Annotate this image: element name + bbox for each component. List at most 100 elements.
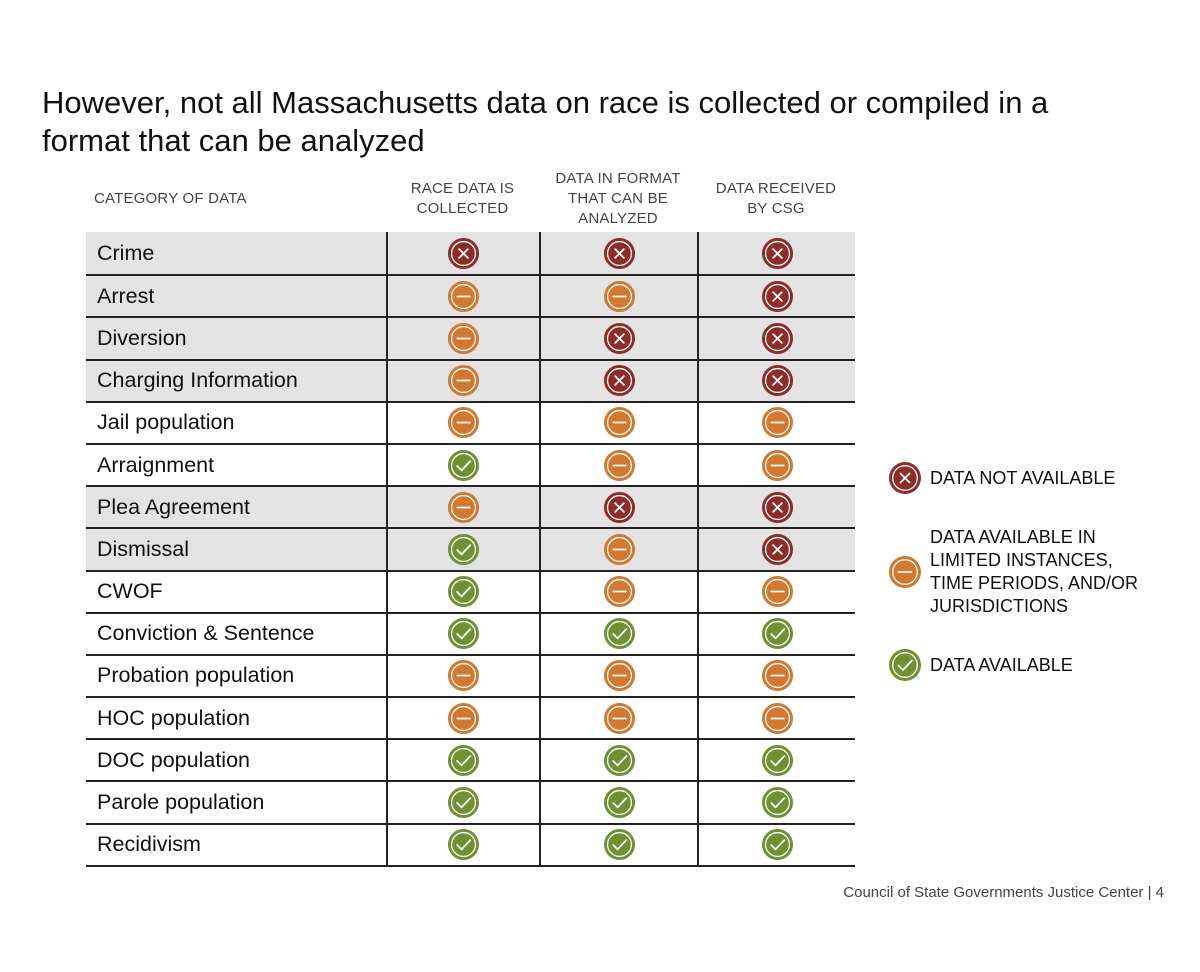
status-cell-received (697, 232, 855, 275)
minus-circle-icon (447, 322, 480, 355)
minus-circle-icon (761, 659, 794, 692)
status-cell-collected (386, 444, 539, 486)
minus-circle-icon (447, 491, 480, 524)
table-row: Parole population (86, 780, 855, 823)
minus-circle-icon (603, 533, 636, 566)
status-cell-received (697, 571, 855, 612)
status-cell-collected (386, 276, 539, 317)
minus-circle-icon (603, 406, 636, 439)
status-cell-collected (386, 613, 539, 654)
minus-circle-icon (447, 702, 480, 735)
status-cell-format (539, 571, 697, 612)
check-circle-icon (447, 449, 480, 482)
minus-circle-icon (603, 449, 636, 482)
minus-circle-icon (447, 406, 480, 439)
x-circle-icon (761, 491, 794, 524)
x-circle-icon (603, 491, 636, 524)
check-circle-icon (761, 617, 794, 650)
x-circle-icon (761, 280, 794, 313)
row-category: Recidivism (97, 832, 201, 857)
check-circle-icon (888, 648, 922, 682)
check-circle-icon (603, 828, 636, 861)
table-row: Recidivism (86, 822, 855, 865)
minus-circle-icon (603, 575, 636, 608)
status-cell-received (697, 360, 855, 401)
x-circle-icon (761, 237, 794, 270)
minus-circle-icon (603, 659, 636, 692)
minus-circle-icon (447, 280, 480, 313)
check-circle-icon (761, 786, 794, 819)
status-cell-received (697, 444, 855, 486)
row-category: Probation population (97, 663, 295, 688)
status-cell-received (697, 613, 855, 654)
status-cell-collected (386, 232, 539, 275)
check-circle-icon (447, 575, 480, 608)
legend-label-limited: DATA AVAILABLE IN LIMITED INSTANCES, TIM… (930, 527, 1139, 616)
minus-circle-icon (761, 702, 794, 735)
status-cell-collected (386, 402, 539, 443)
table-row: Plea Agreement (86, 485, 855, 528)
status-cell-format (539, 360, 697, 401)
status-cell-collected (386, 318, 539, 359)
minus-circle-icon (447, 659, 480, 692)
status-cell-format (539, 232, 697, 275)
table-row: DOC population (86, 738, 855, 781)
check-circle-icon (447, 828, 480, 861)
slide-title: However, not all Massachusetts data on r… (42, 85, 1049, 158)
check-circle-icon (447, 617, 480, 650)
check-circle-icon (447, 533, 480, 566)
table-row: Jail population (86, 400, 855, 443)
minus-circle-icon (603, 280, 636, 313)
footer-source: Council of State Governments Justice Cen… (843, 884, 1164, 901)
minus-circle-icon (447, 364, 480, 397)
status-cell-received (697, 740, 855, 781)
status-cell-received (697, 276, 855, 317)
check-circle-icon (761, 828, 794, 861)
status-cell-format (539, 613, 697, 654)
check-circle-icon (761, 744, 794, 777)
status-cell-received (697, 655, 855, 697)
status-cell-collected (386, 698, 539, 739)
legend-available: DATA AVAILABLE (888, 648, 1073, 682)
status-cell-collected (386, 529, 539, 570)
header-race-collected: RACE DATA IS COLLECTED (410, 180, 515, 217)
row-category: Diversion (86, 318, 386, 359)
status-cell-received (697, 529, 855, 570)
table-row: CWOF (86, 569, 855, 612)
status-cell-collected (386, 487, 539, 528)
row-category: CWOF (97, 579, 163, 604)
status-cell-collected (386, 655, 539, 697)
x-circle-icon (761, 533, 794, 566)
table-row: Crime (86, 232, 855, 275)
header-analyzable-format: DATA IN FORMAT THAT CAN BE ANALYZED (555, 170, 681, 227)
status-cell-collected (386, 740, 539, 781)
x-circle-icon (603, 364, 636, 397)
table-row: HOC population (86, 696, 855, 739)
x-circle-icon (888, 461, 922, 495)
status-cell-collected (386, 782, 539, 823)
status-cell-collected (386, 360, 539, 401)
check-circle-icon (447, 744, 480, 777)
row-category: Crime (86, 232, 386, 275)
x-circle-icon (603, 237, 636, 270)
legend-not-available: DATA NOT AVAILABLE (888, 461, 1115, 495)
table-row: Diversion (86, 316, 855, 359)
status-cell-format (539, 740, 697, 781)
minus-circle-icon (761, 575, 794, 608)
status-cell-received (697, 318, 855, 359)
row-category: Dismissal (86, 529, 386, 570)
table-row: Probation population (86, 653, 855, 697)
status-cell-format (539, 318, 697, 359)
legend-label-available: DATA AVAILABLE (930, 654, 1073, 675)
table-row: Arraignment (86, 442, 855, 486)
check-circle-icon (603, 786, 636, 819)
status-cell-format (539, 402, 697, 443)
check-circle-icon (447, 786, 480, 819)
status-cell-format (539, 529, 697, 570)
status-cell-format (539, 444, 697, 486)
row-category: Conviction & Sentence (97, 621, 315, 646)
status-cell-format (539, 276, 697, 317)
row-category: Plea Agreement (86, 487, 386, 528)
status-cell-received (697, 698, 855, 739)
minus-circle-icon (761, 449, 794, 482)
